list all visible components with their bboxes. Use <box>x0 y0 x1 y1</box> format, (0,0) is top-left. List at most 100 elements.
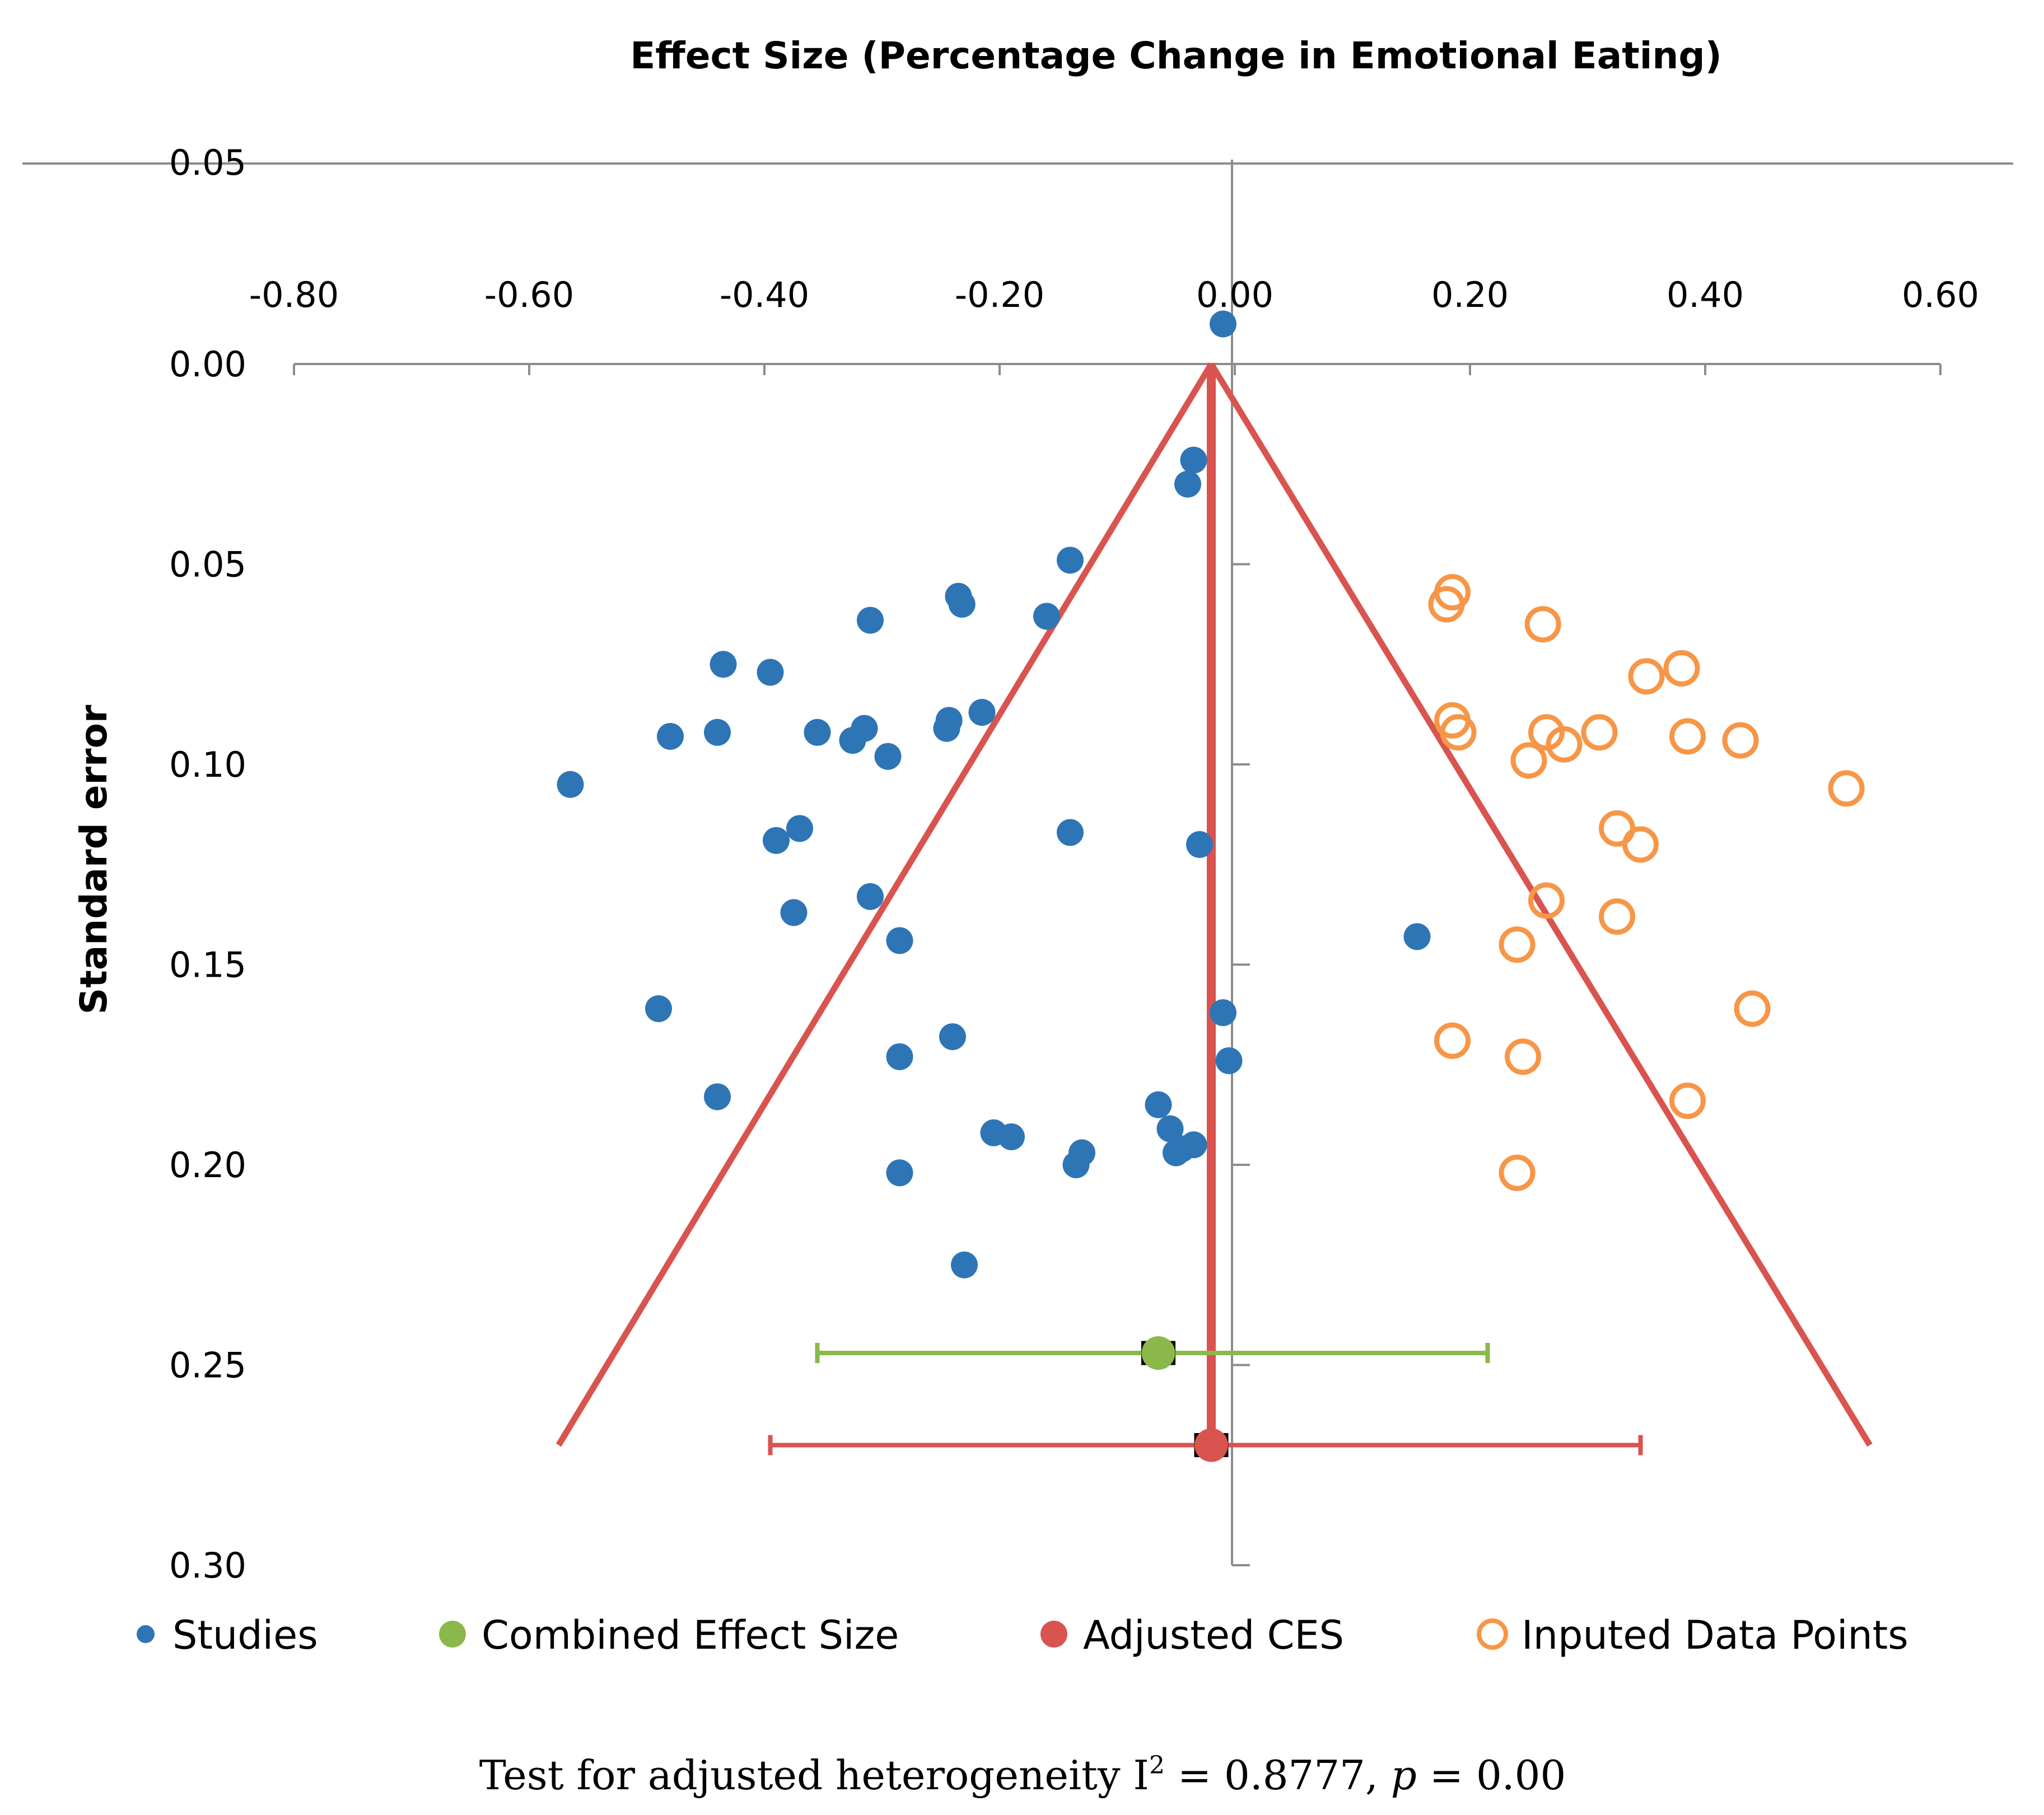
study-point <box>857 606 884 634</box>
x-tick-label: -0.40 <box>720 274 809 315</box>
caption-suffix: = 0.00 <box>1417 1752 1566 1799</box>
caption-middle: = 0.8777, <box>1165 1752 1391 1799</box>
y-axis-title: Standard error <box>72 704 115 1014</box>
y-tick-label: 0.15 <box>169 945 246 986</box>
inputed-point <box>1440 714 1477 751</box>
study-point <box>757 659 784 686</box>
data-points <box>557 310 1865 1279</box>
study-point <box>1186 831 1213 858</box>
study-point <box>1210 999 1236 1027</box>
inputed-point <box>1599 898 1635 935</box>
study-point <box>1145 1091 1172 1118</box>
study-point <box>839 727 866 754</box>
study-point <box>1057 819 1084 846</box>
caption-p: p <box>1391 1752 1417 1799</box>
study-point <box>1215 1047 1243 1075</box>
legend-label: Studies <box>172 1612 318 1658</box>
heterogeneity-caption: Test for adjusted heterogeneity I2 = 0.8… <box>479 1751 1566 1799</box>
study-point <box>874 743 902 770</box>
funnel-right-line <box>1208 362 1873 1447</box>
study-point <box>1180 446 1207 474</box>
inputed-point <box>1505 1038 1541 1075</box>
inputed-point <box>1828 770 1865 807</box>
inputed-point <box>1528 882 1565 919</box>
adjusted-ces-point <box>1194 1428 1228 1462</box>
study-point <box>968 699 996 726</box>
study-point <box>1033 603 1060 630</box>
study-point <box>704 1083 731 1111</box>
y-tick-label: 0.00 <box>169 344 246 385</box>
y-tick-label: 0.25 <box>169 1345 246 1386</box>
x-tick-label: 0.60 <box>1902 274 1979 315</box>
y-tick-label: 0.30 <box>169 1545 246 1586</box>
inputed-point <box>1499 1154 1536 1191</box>
study-point <box>998 1123 1025 1150</box>
y-tick-label: 0.20 <box>169 1145 246 1186</box>
inputed-point <box>1622 826 1659 863</box>
study-point <box>951 1251 978 1279</box>
study-point <box>1156 1115 1184 1142</box>
legend-label: Adjusted CES <box>1083 1612 1344 1658</box>
combined-effect-point <box>1141 1336 1175 1370</box>
legend-marker <box>1040 1621 1067 1648</box>
legend-marker <box>439 1621 466 1648</box>
study-point <box>1174 470 1201 498</box>
study-point <box>886 1043 913 1070</box>
inputed-point <box>1628 658 1665 695</box>
x-tick-label: 0.20 <box>1431 274 1509 315</box>
legend-marker <box>137 1625 155 1643</box>
summary-estimates <box>768 1336 1643 1462</box>
y-tick-label: 0.05 <box>169 544 246 585</box>
x-axis-ticks: -0.80 -0.60 -0.40 -0.20 0.00 0.20 0.40 0.60 <box>249 274 1979 375</box>
inputed-point <box>1428 586 1465 623</box>
study-point <box>804 718 831 746</box>
study-point <box>1062 1151 1090 1178</box>
legend: Studies Combined Effect Size Adjusted CES I… <box>137 1612 1908 1658</box>
x-tick-label: -0.80 <box>249 274 339 315</box>
chart-title: Effect Size (Percentage Change in Emotio… <box>630 34 1722 77</box>
study-point <box>645 995 672 1023</box>
legend-label: Inputed Data Points <box>1522 1612 1908 1658</box>
study-point <box>786 815 813 842</box>
study-point <box>886 1159 913 1187</box>
legend-marker <box>1477 1618 1508 1650</box>
study-point <box>780 899 808 926</box>
inputed-point <box>1581 714 1618 751</box>
inputed-point <box>1524 606 1561 643</box>
study-point <box>557 771 584 798</box>
y-axis-ticks: 0.00 0.05 0.10 0.15 0.20 0.25 0.30 <box>169 344 1250 1586</box>
inputed-point <box>1499 926 1536 963</box>
study-point <box>657 722 684 750</box>
inputed-point <box>1669 718 1706 755</box>
inputed-point <box>1734 990 1771 1027</box>
caption-superscript: 2 <box>1149 1751 1165 1780</box>
x-tick-label: -0.60 <box>484 274 574 315</box>
study-point <box>710 651 737 678</box>
study-point <box>857 883 884 910</box>
study-point <box>704 718 731 746</box>
inputed-point <box>1434 1022 1471 1059</box>
inputed-point <box>1663 650 1700 687</box>
study-point <box>1403 923 1431 950</box>
x-tick-label: 0.00 <box>1196 274 1273 315</box>
study-point <box>939 1023 966 1051</box>
x-tick-label: -0.20 <box>955 274 1044 315</box>
x-tick-label: 0.40 <box>1667 274 1744 315</box>
plot-area: 0.05 -0.80 -0.60 -0.40 -0.20 0.00 0.20 0.40 0.6… <box>22 142 2013 1586</box>
caption-prefix: Test for adjusted heterogeneity I <box>479 1752 1149 1799</box>
y-tick-label: 0.10 <box>169 744 246 785</box>
inputed-point <box>1722 722 1759 759</box>
study-point <box>1057 547 1084 574</box>
study-point <box>1210 310 1236 338</box>
study-point <box>763 827 790 854</box>
legend-label: Combined Effect Size <box>482 1612 899 1658</box>
study-point <box>933 715 960 742</box>
funnel-left-line <box>556 362 1214 1447</box>
inputed-point <box>1510 742 1547 779</box>
top-axis-label: 0.05 <box>169 142 246 183</box>
study-point <box>948 591 976 618</box>
inputed-point <box>1669 1083 1706 1119</box>
inputed-point <box>1546 726 1583 763</box>
study-point <box>886 927 913 954</box>
